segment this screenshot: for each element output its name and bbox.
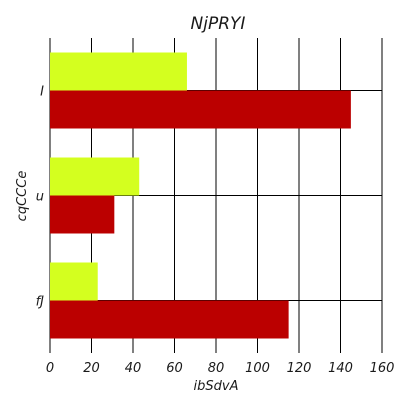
x-tick-label: 140	[328, 361, 353, 376]
x-tick-label: 100	[245, 361, 270, 376]
chart-title: NjPRYI	[191, 14, 246, 34]
bar-series-1-fJ	[50, 262, 98, 301]
x-tick-label: 80	[208, 361, 225, 376]
x-tick-label: 120	[287, 361, 312, 376]
y-axis-label: cqCCCe	[15, 171, 30, 222]
y-tick-label: fJ	[36, 295, 45, 310]
x-axis-ticks: 0 20 40 60 80 100 120 140 160	[46, 361, 395, 376]
bar-series-2-fJ	[50, 300, 289, 339]
y-axis-ticks: Iu fJ	[36, 85, 45, 310]
bar-series-1-u	[50, 157, 140, 196]
y-tick-label: I	[40, 85, 44, 100]
y-tick-label: u	[36, 190, 44, 205]
x-axis-label: ibSdvA	[194, 379, 239, 394]
bars	[50, 52, 351, 339]
x-tick-label: 60	[166, 361, 183, 376]
bar-series-2-I	[50, 90, 351, 129]
x-tick-label: 160	[370, 361, 395, 376]
x-tick-label: 40	[125, 361, 142, 376]
x-tick-label: 0	[46, 361, 54, 376]
bar-series-1-I	[50, 52, 187, 91]
bar-series-2-u	[50, 195, 115, 234]
x-tick-label: 20	[83, 361, 100, 376]
